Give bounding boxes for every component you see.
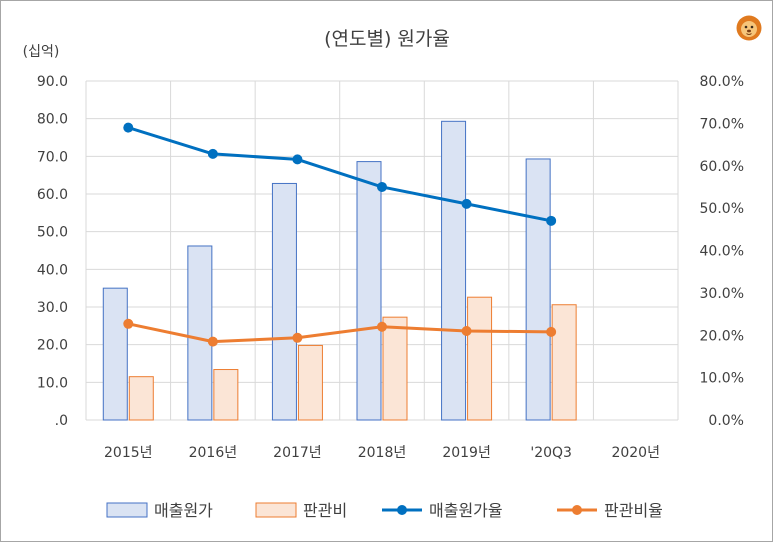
y-unit-label: (십억) bbox=[23, 44, 60, 60]
category-label: '20Q3 bbox=[530, 445, 572, 461]
right-tick-label: 70.0% bbox=[700, 116, 744, 132]
right-tick-label: 50.0% bbox=[700, 201, 744, 217]
left-tick-label: 50.0 bbox=[37, 225, 68, 241]
legend-sga-bar: 판관비 bbox=[255, 501, 347, 520]
axes-layer: .0 10.0 20.0 30.0 40.0 50.0 60.0 70.0 80.0 90.0 0.… bbox=[37, 74, 744, 461]
right-tick-label: 30.0% bbox=[700, 286, 744, 302]
sga-bar bbox=[213, 369, 239, 421]
cost-ratio-point bbox=[377, 181, 387, 192]
cost-ratio-point bbox=[461, 198, 472, 209]
left-tick-label: 80.0 bbox=[37, 112, 68, 128]
cost-ratio-point bbox=[546, 215, 557, 226]
lines-layer bbox=[123, 122, 557, 347]
chart-title: (연도별) 원가율 bbox=[324, 28, 450, 50]
category-label: 2020년 bbox=[611, 445, 660, 461]
right-tick-label: 60.0% bbox=[700, 159, 744, 175]
left-tick-label: 60.0 bbox=[37, 187, 68, 203]
legend-cost-bar-swatch bbox=[106, 502, 148, 518]
right-tick-label: 80.0% bbox=[700, 74, 744, 90]
sga-ratio-point bbox=[292, 332, 303, 343]
legend-cost-bar-label: 매출원가 bbox=[154, 501, 213, 520]
legend-cost-ratio-line-label: 매출원가율 bbox=[429, 501, 503, 520]
sga-bar bbox=[382, 316, 408, 421]
sga-bar bbox=[467, 296, 493, 421]
legend-cost-ratio-line-marker bbox=[397, 505, 407, 515]
legend-cost-bar: 매출원가 bbox=[106, 501, 213, 520]
right-tick-label: 0.0% bbox=[708, 413, 744, 429]
category-label: 2018년 bbox=[358, 445, 407, 461]
right-tick-label: 40.0% bbox=[700, 244, 744, 260]
left-tick-label: 70.0 bbox=[37, 149, 68, 165]
lion-face-icon bbox=[736, 15, 762, 41]
category-label: 2019년 bbox=[442, 445, 491, 461]
category-label: 2016년 bbox=[189, 445, 238, 461]
sga-ratio-point bbox=[461, 326, 472, 337]
cost-bar bbox=[525, 158, 551, 421]
legend-sga-ratio-line-marker bbox=[572, 505, 582, 515]
grid-layer bbox=[85, 80, 679, 421]
right-tick-label: 10.0% bbox=[700, 371, 744, 387]
left-tick-label: 90.0 bbox=[37, 74, 68, 90]
sga-ratio-point bbox=[207, 336, 218, 347]
cost-bar bbox=[441, 120, 467, 421]
sga-bar bbox=[297, 344, 323, 421]
sga-ratio-point bbox=[546, 326, 557, 337]
left-tick-label: 40.0 bbox=[37, 262, 68, 278]
bars-layer bbox=[102, 120, 577, 421]
legend-sga-bar-label: 판관비 bbox=[303, 501, 347, 520]
left-tick-label: 10.0 bbox=[37, 375, 68, 391]
cost-ratio-line bbox=[127, 126, 552, 223]
cost-bar bbox=[271, 182, 297, 421]
legend: 매출원가 판관비 매출원가율 판관비율 bbox=[106, 501, 663, 520]
legend-sga-ratio-line: 판관비율 bbox=[557, 501, 663, 520]
cost-bar bbox=[187, 245, 213, 421]
cost-ratio-point bbox=[123, 122, 134, 133]
category-label: 2017년 bbox=[273, 445, 322, 461]
left-tick-label: 30.0 bbox=[37, 300, 68, 316]
cost-bar bbox=[102, 287, 128, 421]
cost-ratio-point bbox=[292, 154, 303, 165]
legend-sga-bar-swatch bbox=[255, 502, 297, 518]
category-label: 2015년 bbox=[104, 445, 153, 461]
legend-sga-ratio-line-label: 판관비율 bbox=[604, 501, 663, 520]
legend-cost-ratio-line: 매출원가율 bbox=[382, 501, 503, 520]
cost-ratio-point bbox=[207, 148, 218, 159]
sga-bar bbox=[551, 304, 577, 421]
left-tick-label: 20.0 bbox=[37, 338, 68, 354]
sga-bar bbox=[128, 376, 154, 421]
right-tick-label: 20.0% bbox=[700, 328, 744, 344]
sga-ratio-line bbox=[127, 322, 552, 344]
cost-bar bbox=[356, 161, 382, 421]
sga-ratio-point bbox=[123, 318, 134, 329]
sga-ratio-point bbox=[377, 321, 387, 332]
left-tick-label: .0 bbox=[55, 413, 68, 429]
